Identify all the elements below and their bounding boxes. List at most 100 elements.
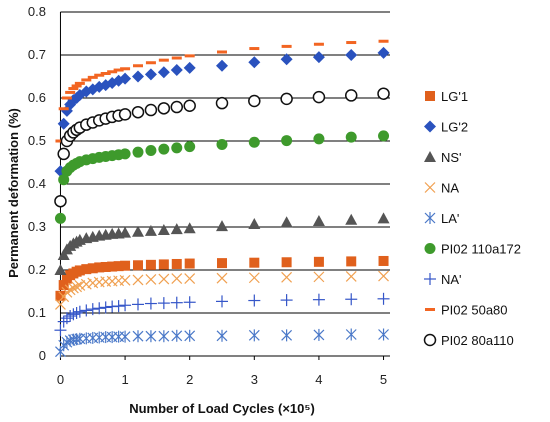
data-point xyxy=(345,293,358,306)
data-point xyxy=(118,108,132,121)
x-tick-label: 5 xyxy=(380,372,387,387)
data-point xyxy=(281,44,292,48)
data-point xyxy=(55,298,66,310)
data-point xyxy=(67,282,79,294)
data-point xyxy=(378,39,389,43)
data-point xyxy=(344,89,358,102)
data-point xyxy=(249,47,260,51)
data-point xyxy=(378,270,389,282)
data-point xyxy=(215,96,229,110)
data-point xyxy=(57,117,70,130)
y-tick-label: 0.2 xyxy=(28,262,46,277)
data-point xyxy=(80,304,93,317)
data-point xyxy=(58,107,69,111)
series-7 xyxy=(55,39,389,143)
data-point xyxy=(132,274,144,286)
legend-label: PI02 80a110 xyxy=(441,333,514,348)
data-point xyxy=(281,271,293,283)
data-point xyxy=(346,41,357,45)
data-point xyxy=(345,328,357,341)
data-point xyxy=(216,329,228,342)
data-point xyxy=(217,50,227,54)
data-point xyxy=(378,130,390,142)
y-tick-label: 0.4 xyxy=(28,176,46,191)
data-point xyxy=(377,212,390,224)
data-point xyxy=(248,136,260,148)
legend-marker xyxy=(425,308,435,311)
legend-label: PI02 50a80 xyxy=(441,303,508,318)
data-series xyxy=(54,39,390,358)
data-point xyxy=(345,49,358,61)
data-point xyxy=(54,194,67,208)
data-point xyxy=(248,94,261,108)
legend-item: PI02 50a80 xyxy=(425,303,508,318)
legend-label: NA' xyxy=(441,272,462,287)
legend-marker xyxy=(424,273,436,285)
data-point xyxy=(71,84,82,88)
data-point xyxy=(377,46,390,59)
data-point xyxy=(145,61,156,65)
data-point xyxy=(73,305,86,318)
data-point xyxy=(87,75,98,79)
legend-item: PI02 80a110 xyxy=(423,333,514,348)
data-point xyxy=(216,272,228,284)
data-point xyxy=(64,284,76,296)
data-point xyxy=(133,64,143,68)
data-point xyxy=(217,258,227,269)
data-point xyxy=(216,138,228,150)
data-point xyxy=(345,131,357,143)
legend: LG'1 LG'2 NS' NA LA' PI02 110a172 NA' PI02 50a8… xyxy=(423,89,521,348)
data-point xyxy=(184,273,196,285)
data-point xyxy=(64,310,77,323)
data-point xyxy=(87,263,98,274)
data-point xyxy=(378,255,389,266)
legend-marker xyxy=(425,91,435,101)
data-point xyxy=(113,68,124,72)
legend-item: LG'1 xyxy=(425,89,468,104)
axes: 0 0.1 0.2 0.3 0.4 0.5 0.6 0.7 0.8 0 1 2 3 4 5 xyxy=(28,4,390,387)
series-2 xyxy=(54,212,390,275)
data-point xyxy=(312,214,325,226)
legend-marker xyxy=(423,333,437,347)
legend-item: NA' xyxy=(424,272,462,287)
data-point xyxy=(171,56,182,60)
data-point xyxy=(158,58,169,62)
data-point xyxy=(132,146,144,158)
data-point xyxy=(68,87,79,91)
legend-label: NA xyxy=(441,181,459,196)
data-point xyxy=(377,87,390,100)
series-3 xyxy=(55,270,389,310)
data-point xyxy=(100,331,112,344)
data-point xyxy=(248,272,260,284)
legend-item: PI02 110a172 xyxy=(424,242,521,257)
data-point xyxy=(131,105,145,119)
data-point xyxy=(144,68,157,81)
data-point xyxy=(184,329,196,342)
data-point xyxy=(281,329,293,342)
data-point xyxy=(171,273,183,285)
y-tick-label: 0.8 xyxy=(28,4,46,19)
data-point xyxy=(377,292,390,305)
x-tick-label: 1 xyxy=(121,372,128,387)
data-point xyxy=(144,224,157,236)
data-point xyxy=(145,274,157,285)
data-point xyxy=(183,222,196,234)
y-tick-label: 0.5 xyxy=(28,133,46,148)
data-point xyxy=(61,96,72,100)
data-point xyxy=(57,248,70,260)
data-point xyxy=(100,71,111,75)
data-point xyxy=(81,78,92,82)
data-point xyxy=(58,280,69,291)
data-point xyxy=(144,103,158,117)
legend-item: NA xyxy=(424,181,459,196)
x-tick-label: 3 xyxy=(251,372,258,387)
legend-item: LG'2 xyxy=(424,120,468,135)
data-point xyxy=(157,102,171,115)
series-5 xyxy=(54,130,390,224)
data-point xyxy=(158,143,170,155)
data-point xyxy=(74,280,86,291)
data-point xyxy=(107,261,118,272)
data-point xyxy=(312,51,325,64)
data-point xyxy=(99,301,112,314)
data-point xyxy=(216,59,228,72)
